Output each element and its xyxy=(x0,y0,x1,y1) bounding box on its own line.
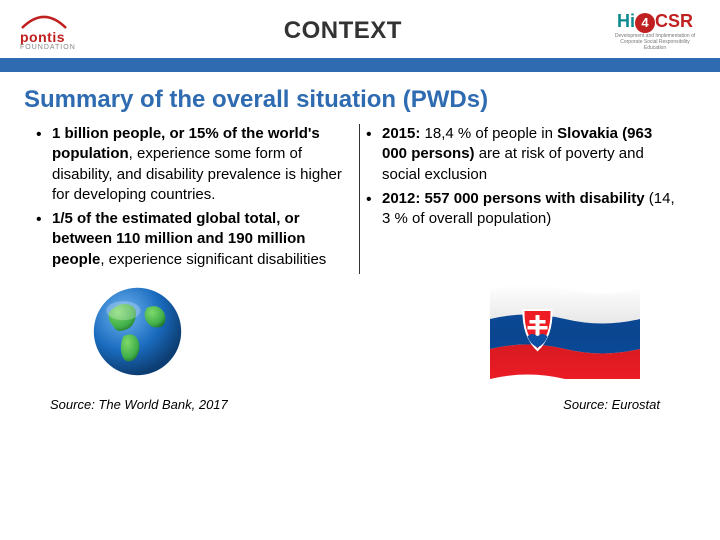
source-left: Source: The World Bank, 2017 xyxy=(50,397,228,412)
text: 18,4 % of people in xyxy=(420,125,557,142)
logo-pontis: pontis FOUNDATION xyxy=(20,12,76,51)
right-bullet-1: 2015: 18,4 % of people in Slovakia (963 … xyxy=(366,124,675,185)
blue-bar xyxy=(0,58,720,72)
left-column: 1 billion people, or 15% of the world's … xyxy=(30,124,360,274)
right-bullet-2: 2012: 557 000 persons with disability (1… xyxy=(366,189,675,230)
left-bullet-2: 1/5 of the estimated global total, or be… xyxy=(36,209,344,270)
globe-icon xyxy=(90,284,185,379)
text-bold: 2015: xyxy=(382,125,420,142)
logo-csr: CSR xyxy=(655,11,693,31)
header: pontis FOUNDATION CONTEXT Hi4CSR Develop… xyxy=(0,0,720,58)
logo-tagline: Development and Implementation of Corpor… xyxy=(610,33,700,51)
logo-hi: Hi xyxy=(617,11,635,31)
subtitle: Summary of the overall situation (PWDs) xyxy=(0,72,720,124)
source-right: Source: Eurostat xyxy=(563,397,660,412)
text: , experience significant disabilities xyxy=(100,251,326,268)
pontis-name: pontis xyxy=(20,30,65,44)
logo-hi4csr: Hi4CSR Development and Implementation of… xyxy=(610,11,700,50)
sources-row: Source: The World Bank, 2017 Source: Eur… xyxy=(0,379,720,412)
right-column: 2015: 18,4 % of people in Slovakia (963 … xyxy=(360,124,690,274)
text-bold: 557 000 persons with disability xyxy=(425,190,645,207)
columns: 1 billion people, or 15% of the world's … xyxy=(0,124,720,274)
pontis-arc-icon xyxy=(20,12,68,30)
image-row xyxy=(0,274,720,379)
logo-four-icon: 4 xyxy=(635,13,655,33)
slovakia-flag-icon xyxy=(490,284,640,379)
pontis-sub: FOUNDATION xyxy=(20,44,76,51)
left-bullet-1: 1 billion people, or 15% of the world's … xyxy=(36,124,344,205)
page-title: CONTEXT xyxy=(76,17,610,45)
text-bold: 2012: xyxy=(382,190,420,207)
